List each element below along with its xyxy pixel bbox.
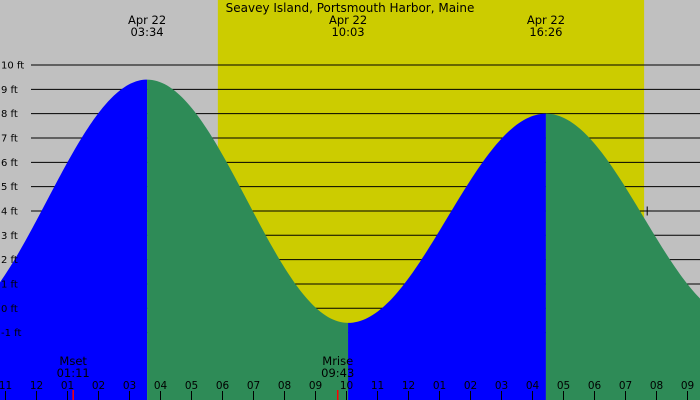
falling-tide-segment	[545, 113, 700, 400]
y-tick-label: 4 ft	[1, 206, 18, 217]
x-axis-ticks: 11 12 01 02 03 04 05 06 07 08 09 10 11 12 01 02 03 04 05 06…	[0, 380, 694, 400]
x-tick-label: 12	[30, 380, 43, 392]
tide-event-date: Apr 22	[128, 13, 166, 27]
x-tick-label: 11	[0, 380, 12, 392]
chart-title: Seavey Island, Portsmouth Harbor, Maine	[226, 1, 475, 15]
x-tick-label: 03	[123, 380, 136, 392]
moon-event-time: 09:43	[321, 366, 354, 380]
x-tick-label: 06	[588, 380, 602, 392]
x-tick-label: 01	[433, 380, 446, 392]
falling-tide-segment	[147, 79, 349, 400]
x-tick-label: 04	[526, 380, 540, 392]
y-tick-label: 1 ft	[1, 279, 18, 290]
y-tick-label: 6 ft	[1, 158, 18, 169]
tide-event-time: 16:26	[529, 25, 562, 39]
x-tick-label: 09	[681, 380, 694, 392]
x-tick-label: 09	[309, 380, 322, 392]
y-tick-label: 9 ft	[1, 85, 18, 96]
x-tick-label: 07	[619, 380, 632, 392]
x-tick-label: 04	[154, 380, 168, 392]
x-tick-label: 03	[495, 380, 508, 392]
moon-event-time: 01:11	[57, 366, 90, 380]
x-tick-label: 11	[371, 380, 384, 392]
y-tick-label: 8 ft	[1, 109, 18, 120]
y-tick-label: 3 ft	[1, 231, 18, 242]
x-tick-label: 06	[216, 380, 230, 392]
x-tick-label: 10	[340, 380, 353, 392]
tide-event-date: Apr 22	[527, 13, 565, 27]
tide-event-time: 10:03	[331, 25, 364, 39]
y-tick-label: 5 ft	[1, 182, 18, 193]
y-tick-label: -1 ft	[1, 328, 21, 339]
y-axis-labels: 10 ft 9 ft 8 ft 7 ft 6 ft 5 ft 4 ft 3 ft 2 ft 1 f…	[1, 61, 24, 340]
tide-event-time: 03:34	[130, 25, 163, 39]
moon-event-name: Mset	[59, 354, 87, 368]
x-tick-label: 05	[185, 380, 198, 392]
moon-event-name: Mrise	[322, 354, 353, 368]
x-tick-label: 12	[402, 380, 415, 392]
x-tick-label: 02	[92, 380, 105, 392]
rising-tide-segment	[348, 113, 546, 400]
current-marker	[642, 206, 652, 216]
x-tick-label: 02	[464, 380, 477, 392]
rising-tide-segment	[0, 79, 148, 400]
x-tick-label: 05	[557, 380, 570, 392]
x-tick-label: 08	[278, 380, 291, 392]
tide-area	[0, 79, 700, 400]
tide-event-date: Apr 22	[329, 13, 367, 27]
y-tick-label: 0 ft	[1, 304, 18, 315]
y-tick-label: 10 ft	[1, 61, 24, 72]
x-tick-label: 01	[61, 380, 74, 392]
x-tick-label: 08	[650, 380, 663, 392]
y-tick-label: 7 ft	[1, 133, 18, 144]
x-tick-label: 07	[247, 380, 260, 392]
y-tick-label: 2 ft	[1, 255, 18, 266]
